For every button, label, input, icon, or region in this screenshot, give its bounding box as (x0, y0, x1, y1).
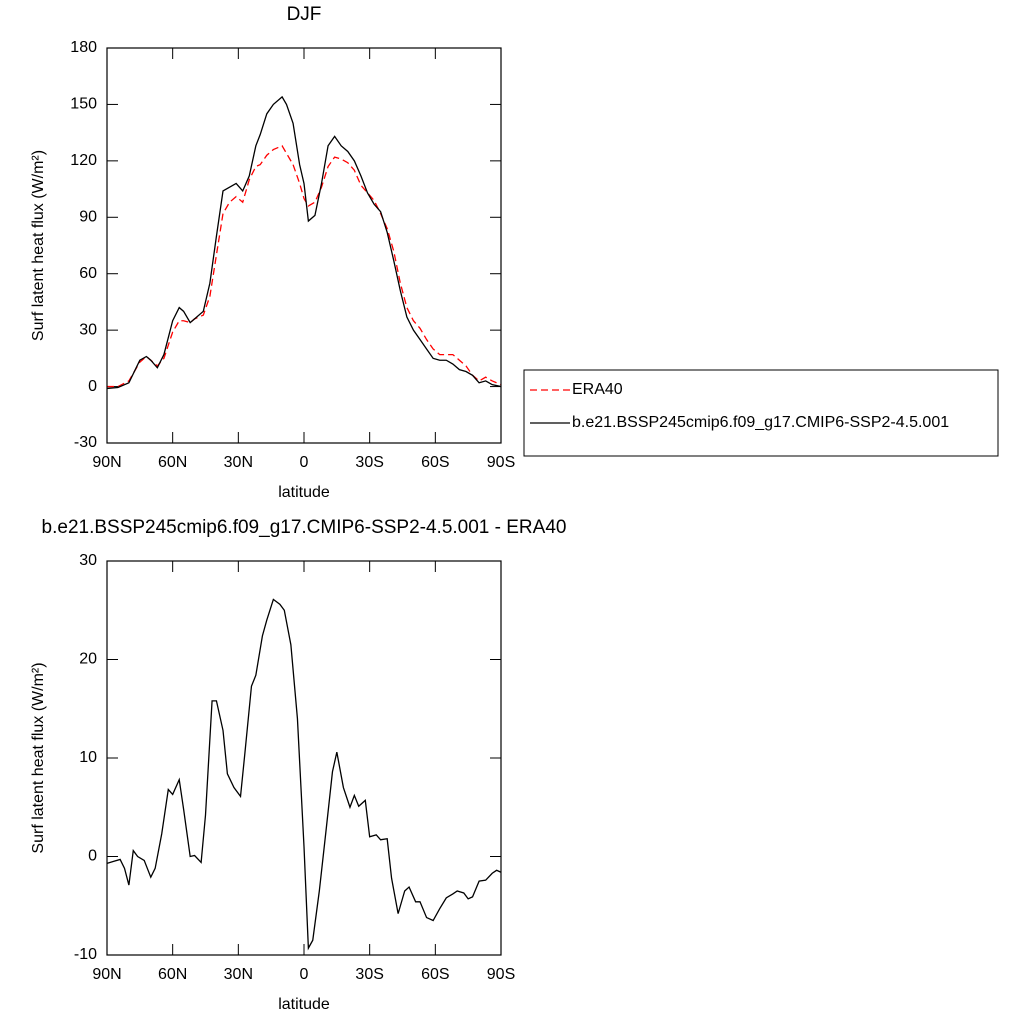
x-tick-label: 60N (158, 454, 187, 471)
legend-label: b.e21.BSSP245cmip6.f09_g17.CMIP6-SSP2-4.… (572, 414, 949, 431)
x-tick-label: 30N (224, 966, 253, 983)
x-axis-label: latitude (278, 996, 330, 1013)
y-axis-label: Surf latent heat flux (W/m²) (30, 662, 47, 853)
plot-frame (106, 47, 502, 444)
y-tick-label: 0 (88, 378, 97, 395)
y-tick-label: 90 (79, 209, 97, 226)
x-tick-label: 30N (224, 454, 253, 471)
x-tick-label: 60N (158, 966, 187, 983)
chart-title: b.e21.BSSP245cmip6.f09_g17.CMIP6-SSP2-4.… (42, 517, 567, 538)
x-tick-label: 90N (92, 966, 121, 983)
y-tick-label: 30 (79, 321, 97, 338)
y-tick-label: 150 (70, 96, 97, 113)
x-tick-label: 30S (355, 454, 383, 471)
y-tick-label: -10 (74, 946, 97, 963)
y-tick-label: 20 (79, 651, 97, 668)
y-axis-label: Surf latent heat flux (W/m²) (30, 150, 47, 341)
x-tick-label: 0 (300, 454, 309, 471)
data-line (106, 598, 502, 951)
y-tick-label: -30 (74, 434, 97, 451)
y-tick-label: 30 (79, 552, 97, 569)
plot-frame (106, 560, 502, 956)
x-tick-label: 60S (421, 966, 449, 983)
legend-box (523, 369, 999, 457)
x-tick-label: 90S (487, 966, 515, 983)
y-tick-label: 0 (88, 848, 97, 865)
y-tick-label: 120 (70, 152, 97, 169)
x-tick-label: 30S (355, 966, 383, 983)
x-tick-label: 0 (300, 966, 309, 983)
x-tick-label: 90S (487, 454, 515, 471)
y-tick-label: 10 (79, 749, 97, 766)
x-axis-label: latitude (278, 484, 330, 501)
y-tick-label: 180 (70, 39, 97, 56)
y-tick-label: 60 (79, 265, 97, 282)
chart-title: DJF (287, 4, 322, 25)
x-tick-label: 90N (92, 454, 121, 471)
x-tick-label: 60S (421, 454, 449, 471)
data-line (106, 95, 502, 390)
legend-label: ERA40 (572, 381, 623, 398)
